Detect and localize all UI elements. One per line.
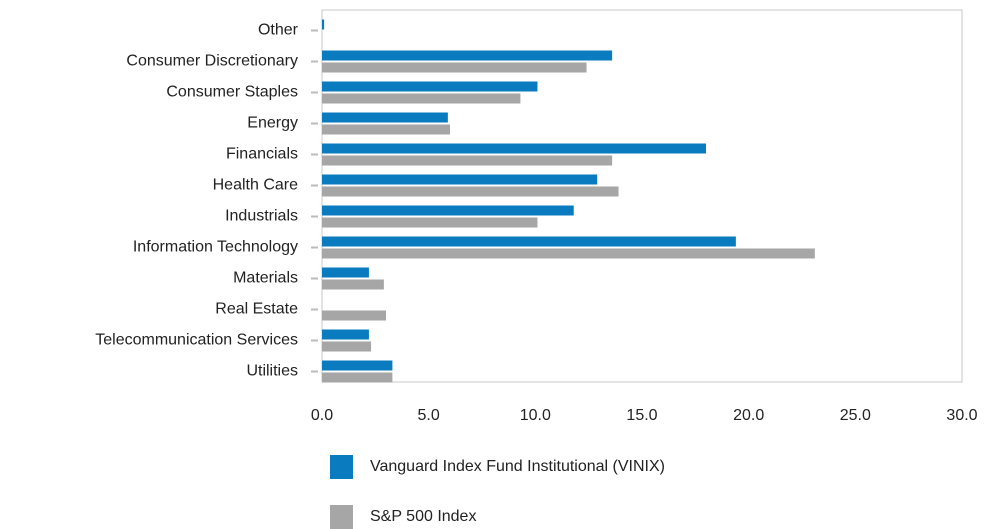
legend-swatch: [330, 455, 353, 479]
y-tick-label: Consumer Staples: [166, 84, 298, 101]
bar: [322, 310, 386, 321]
bar: [322, 50, 613, 61]
bar: [322, 279, 384, 290]
y-tick-label: Consumer Discretionary: [126, 53, 298, 70]
y-tick-label: Materials: [233, 270, 298, 287]
bar: [322, 19, 325, 30]
y-tick-label: Energy: [247, 115, 298, 132]
bar: [322, 62, 587, 73]
x-tick-label: 15.0: [626, 407, 657, 424]
bar: [322, 267, 369, 278]
y-tick-label: Telecommunication Services: [95, 332, 298, 349]
y-tick-label: Financials: [226, 146, 298, 163]
bar: [322, 186, 619, 197]
bar: [322, 360, 393, 371]
bar: [322, 372, 393, 383]
x-tick-label: 5.0: [418, 407, 440, 424]
legend-label: Vanguard Index Fund Institutional (VINIX…: [370, 458, 665, 475]
bar: [322, 217, 538, 228]
y-tick-label: Utilities: [246, 363, 298, 380]
legend-swatch: [330, 505, 353, 529]
y-tick-label: Health Care: [213, 177, 298, 194]
legend-label: S&P 500 Index: [370, 508, 476, 525]
bar: [322, 81, 538, 92]
bar: [322, 124, 450, 135]
bar: [322, 205, 574, 216]
x-tick-label: 10.0: [520, 407, 551, 424]
x-tick-label: 30.0: [946, 407, 977, 424]
bar: [322, 248, 815, 259]
y-tick-label: Other: [258, 22, 299, 39]
x-tick-label: 20.0: [733, 407, 764, 424]
bar: [322, 341, 372, 352]
y-tick-label: Industrials: [225, 208, 298, 225]
x-tick-label: 25.0: [840, 407, 871, 424]
x-tick-label: 0.0: [311, 407, 333, 424]
y-tick-label: Real Estate: [215, 301, 298, 318]
bar: [322, 143, 706, 154]
bar: [322, 112, 448, 123]
bar: [322, 93, 521, 104]
bar: [322, 236, 736, 247]
bar: [322, 329, 369, 340]
bar: [322, 155, 613, 166]
bar: [322, 174, 598, 185]
y-tick-label: Information Technology: [133, 239, 298, 256]
